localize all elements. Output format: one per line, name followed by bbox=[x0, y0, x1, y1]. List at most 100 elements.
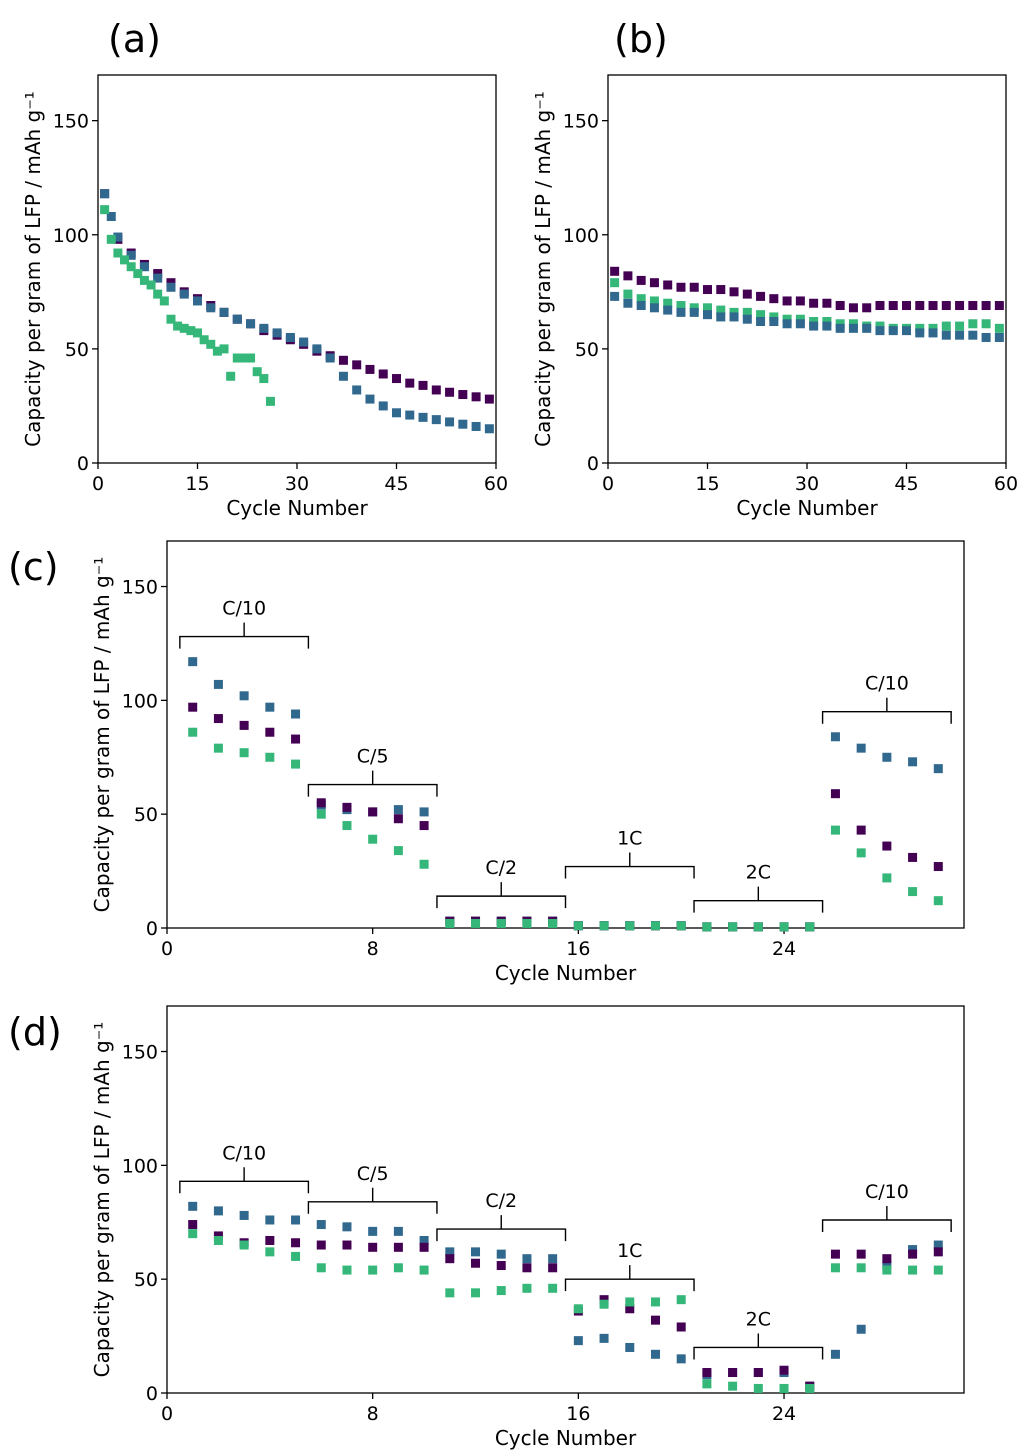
plot-frame bbox=[166, 540, 965, 929]
x-tick-label: 60 bbox=[994, 473, 1018, 495]
data-point bbox=[522, 1283, 532, 1293]
x-axis-label: Cycle Number bbox=[226, 496, 368, 520]
data-point bbox=[316, 1263, 326, 1273]
data-point bbox=[548, 1254, 558, 1264]
data-point bbox=[805, 922, 815, 932]
data-point bbox=[173, 321, 183, 331]
panel-label: (c) bbox=[8, 545, 59, 589]
rate-bracket bbox=[693, 886, 824, 913]
x-tick-label: 60 bbox=[484, 473, 508, 495]
data-point bbox=[610, 278, 620, 288]
data-point bbox=[548, 918, 558, 928]
series-green bbox=[610, 278, 1004, 333]
data-point bbox=[908, 852, 918, 862]
data-point bbox=[636, 294, 646, 304]
data-point bbox=[835, 323, 845, 333]
data-point bbox=[994, 332, 1004, 342]
data-point bbox=[393, 1226, 403, 1236]
data-point bbox=[252, 367, 262, 377]
data-point bbox=[703, 285, 712, 295]
y-tick-label: 150 bbox=[122, 1042, 158, 1064]
data-point bbox=[219, 344, 229, 354]
data-point bbox=[941, 330, 951, 340]
y-axis-label: Capacity per gram of LFP / mAh g⁻¹ bbox=[90, 557, 114, 913]
data-point bbox=[368, 1265, 378, 1275]
data-point bbox=[908, 1265, 918, 1275]
data-point bbox=[484, 424, 494, 434]
data-point bbox=[830, 789, 840, 799]
data-point bbox=[882, 1261, 892, 1271]
data-point bbox=[393, 814, 403, 824]
data-point bbox=[610, 291, 620, 301]
data-point bbox=[795, 314, 805, 324]
data-point bbox=[716, 285, 726, 295]
data-point bbox=[312, 344, 322, 354]
data-point bbox=[471, 1247, 481, 1257]
data-point bbox=[393, 846, 403, 856]
x-axis-label: Cycle Number bbox=[736, 496, 878, 520]
y-tick-label: 100 bbox=[122, 1155, 158, 1177]
data-point bbox=[779, 1365, 789, 1375]
data-point bbox=[239, 1210, 249, 1220]
data-point bbox=[981, 319, 991, 329]
data-point bbox=[496, 918, 506, 928]
data-point bbox=[188, 702, 198, 712]
data-point bbox=[955, 321, 965, 331]
data-point bbox=[689, 303, 699, 313]
data-point bbox=[728, 922, 738, 932]
data-point bbox=[342, 1222, 352, 1232]
rate-label: C/10 bbox=[222, 1142, 266, 1164]
data-point bbox=[265, 1235, 275, 1245]
data-point bbox=[856, 743, 866, 753]
data-point bbox=[265, 396, 275, 406]
data-point bbox=[933, 764, 943, 774]
data-point bbox=[676, 1295, 686, 1305]
rate-annotation: C/10 bbox=[179, 598, 310, 649]
data-point bbox=[186, 326, 196, 336]
rate-bracket bbox=[564, 1265, 695, 1292]
data-point bbox=[702, 922, 712, 932]
rate-annotation: C/5 bbox=[307, 746, 438, 797]
data-point bbox=[968, 319, 978, 329]
data-point bbox=[933, 862, 943, 872]
rate-label: C/10 bbox=[222, 598, 266, 620]
data-point bbox=[212, 346, 222, 356]
data-point bbox=[213, 743, 223, 753]
data-point bbox=[419, 807, 429, 817]
x-tick-label: 0 bbox=[161, 1403, 173, 1425]
x-tick-label: 24 bbox=[772, 1403, 796, 1425]
data-point bbox=[782, 296, 792, 306]
data-point bbox=[445, 1288, 455, 1298]
data-point bbox=[199, 335, 209, 345]
data-point bbox=[742, 289, 752, 299]
data-point bbox=[206, 339, 216, 349]
data-point bbox=[650, 1315, 660, 1325]
data-point bbox=[756, 310, 766, 320]
x-tick-label: 16 bbox=[566, 938, 590, 960]
data-point bbox=[259, 374, 269, 384]
data-point bbox=[419, 1265, 429, 1275]
data-point bbox=[933, 1240, 943, 1250]
data-point bbox=[193, 296, 202, 306]
data-point bbox=[729, 287, 739, 297]
y-axis-label: Capacity per gram of LFP / mAh g⁻¹ bbox=[21, 91, 45, 447]
rate-annotation: C/2 bbox=[436, 857, 567, 909]
panel-label: (a) bbox=[108, 17, 161, 61]
plot-frame bbox=[166, 1005, 965, 1394]
data-point bbox=[445, 417, 455, 427]
data-point bbox=[769, 294, 779, 304]
data-point bbox=[902, 301, 911, 311]
data-point bbox=[418, 380, 428, 390]
data-point bbox=[599, 1299, 609, 1309]
x-tick-label: 45 bbox=[384, 473, 408, 495]
rate-annotation: C/10 bbox=[179, 1142, 310, 1194]
rate-bracket bbox=[179, 1167, 310, 1194]
data-point bbox=[703, 310, 712, 320]
data-point bbox=[955, 301, 965, 311]
y-tick-label: 100 bbox=[53, 225, 89, 247]
data-point bbox=[782, 314, 792, 324]
data-point bbox=[239, 748, 249, 758]
data-point bbox=[968, 330, 978, 340]
data-point bbox=[610, 266, 620, 276]
data-point bbox=[213, 714, 223, 724]
